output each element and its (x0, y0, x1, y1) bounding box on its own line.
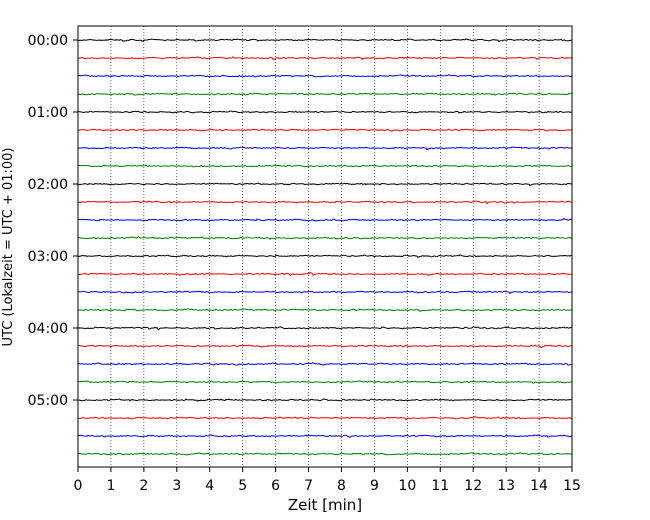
trace-line (77, 290, 573, 295)
x-tick-label: 11 (431, 478, 449, 494)
trace-line (77, 110, 573, 114)
trace-line (77, 92, 573, 96)
y-axis: 00:00 01:00 02:00 03:00 04:00 05:00 (28, 33, 78, 409)
trace-line (77, 146, 573, 151)
trace-line (77, 182, 573, 187)
y-axis-label: UTC (Lokalzeit = UTC + 01:00) (1, 148, 16, 347)
x-tick-label: 13 (497, 478, 515, 494)
x-tick-label: 2 (139, 478, 148, 494)
x-tick-label: 15 (563, 478, 581, 494)
x-axis: 0 1 2 3 4 5 6 7 8 9 10 11 12 13 14 15 (74, 467, 581, 494)
trace-line (77, 344, 573, 349)
y-tick-label: 04:00 (28, 321, 68, 337)
trace-line (77, 308, 573, 312)
x-tick-label: 0 (74, 478, 83, 494)
x-tick-label: 5 (238, 478, 247, 494)
trace-line (77, 128, 573, 132)
y-tick-label: 03:00 (28, 249, 68, 265)
trace-line (77, 434, 573, 438)
y-tick-label: 02:00 (28, 177, 68, 193)
trace-line (77, 217, 573, 222)
plot-frame (77, 25, 573, 468)
x-tick-label: 6 (271, 478, 280, 494)
y-tick-label: 05:00 (28, 393, 68, 409)
trace-line (77, 164, 573, 168)
trace-line (77, 361, 573, 366)
x-tick-label: 10 (398, 478, 416, 494)
x-tick-label: 14 (530, 478, 548, 494)
x-axis-label: Zeit [min] (288, 496, 362, 514)
trace-group (77, 38, 573, 456)
trace-line (77, 416, 573, 421)
trace-line (78, 380, 573, 384)
x-tick-label: 9 (370, 478, 379, 494)
y-tick-label: 01:00 (28, 105, 68, 121)
x-tick-label: 4 (205, 478, 214, 494)
trace-line (77, 452, 573, 456)
trace-line (77, 56, 573, 61)
x-tick-label: 7 (304, 478, 313, 494)
trace-line (77, 326, 573, 331)
trace-line (77, 271, 573, 277)
trace-line (77, 398, 573, 402)
y-tick-label: 00:00 (28, 33, 68, 49)
trace-line (77, 74, 573, 78)
trace-line (77, 236, 573, 240)
x-tick-label: 3 (172, 478, 181, 494)
trace-line (77, 38, 573, 43)
trace-line (77, 200, 573, 205)
x-tick-label: 12 (464, 478, 482, 494)
x-tick-label: 8 (337, 478, 346, 494)
trace-line (77, 254, 573, 259)
x-tick-label: 1 (106, 478, 115, 494)
